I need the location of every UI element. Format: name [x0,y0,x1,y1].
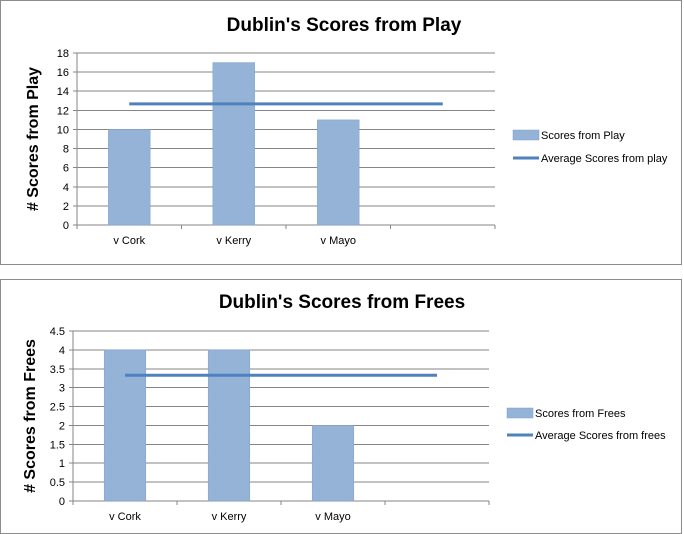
y-tick-label: 6 [63,163,69,175]
legend-label: Average Scores from frees [535,430,666,442]
legend-label: Scores from Frees [535,408,626,420]
legend-bar-swatch [506,407,534,419]
legend-label: Scores from Play [541,130,625,142]
y-tick-label: 0 [59,496,65,508]
y-tick-label: 14 [57,86,69,98]
chart-play-panel: Dublin's Scores from Play # Scores from P… [0,0,682,265]
bar [108,129,151,226]
chart-frees-svg: Dublin's Scores from Frees # Scores from … [22,292,666,523]
y-tick-label: 18 [57,48,69,60]
y-tick-label: 1 [59,458,65,470]
y-tick-label: 12 [57,105,69,117]
chart-frees-panel: Dublin's Scores from Frees # Scores from … [0,279,682,534]
chart-title: Dublin's Scores from Play [227,15,462,36]
bar [212,62,255,226]
x-category-label: v Kerry [212,511,247,523]
bar [317,119,360,226]
x-category-label: v Cork [113,235,145,247]
y-axis-label: # Scores from Frees [22,339,39,493]
legend-bar-swatch [512,129,540,141]
x-category-label: v Cork [109,511,141,523]
x-category-label: v Mayo [321,235,356,247]
y-tick-label: 2.5 [50,402,65,414]
chart-title: Dublin's Scores from Frees [219,292,465,313]
y-tick-label: 0 [63,220,69,232]
bar [103,349,147,502]
x-category-label: v Kerry [216,235,251,247]
y-tick-label: 2 [59,420,65,432]
y-tick-label: 4 [63,182,69,194]
y-tick-label: 2 [63,201,69,213]
y-tick-label: 10 [57,124,69,136]
y-tick-label: 3.5 [50,364,65,376]
y-tick-label: 3 [59,383,65,395]
x-category-label: v Mayo [315,511,350,523]
y-tick-label: 4 [59,345,65,357]
y-tick-label: 1.5 [50,439,65,451]
y-tick-label: 4.5 [50,326,65,338]
bar [311,425,355,502]
y-tick-label: 16 [57,67,69,79]
chart-play-svg: Dublin's Scores from Play # Scores from P… [25,15,668,247]
y-tick-label: 0.5 [50,477,65,489]
bar [207,349,251,502]
y-axis-label: # Scores from Play [25,67,42,211]
y-tick-label: 8 [63,144,69,156]
legend-label: Average Scores from play [541,153,668,165]
